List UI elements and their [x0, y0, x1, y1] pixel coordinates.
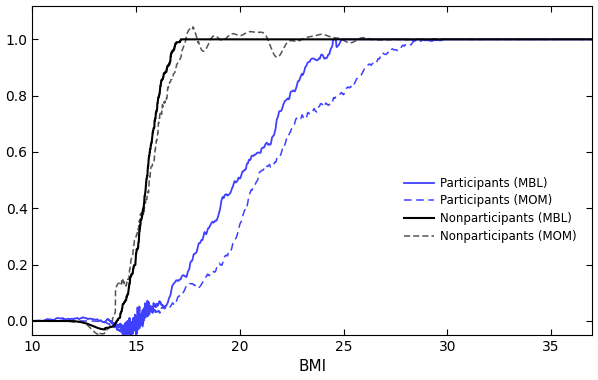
Participants (MOM)	[244, 203, 251, 207]
Participants (MBL)	[126, 316, 133, 320]
Line: Nonparticipants (MBL): Nonparticipants (MBL)	[32, 40, 593, 329]
Participants (MBL)	[244, 161, 251, 166]
Participants (MOM)	[123, 334, 130, 339]
Nonparticipants (MBL)	[589, 37, 596, 42]
Participants (MBL)	[268, 137, 275, 142]
Participants (MOM)	[578, 37, 585, 42]
Nonparticipants (MOM)	[96, 333, 103, 337]
Participants (MOM)	[93, 319, 100, 323]
Participants (MBL)	[329, 37, 337, 42]
Nonparticipants (MOM)	[93, 331, 100, 336]
Line: Nonparticipants (MOM): Nonparticipants (MOM)	[32, 27, 593, 335]
Participants (MBL)	[589, 37, 596, 42]
Nonparticipants (MOM)	[269, 48, 276, 52]
Nonparticipants (MOM)	[578, 37, 585, 42]
Nonparticipants (MOM)	[126, 268, 133, 272]
Participants (MBL)	[578, 37, 585, 42]
Nonparticipants (MBL)	[518, 37, 525, 42]
Participants (MOM)	[268, 165, 275, 169]
Nonparticipants (MOM)	[518, 37, 525, 42]
Participants (MBL)	[93, 317, 100, 322]
Nonparticipants (MOM)	[29, 319, 36, 323]
Nonparticipants (MBL)	[578, 37, 585, 42]
Participants (MOM)	[29, 319, 36, 323]
Nonparticipants (MOM)	[190, 25, 197, 29]
Nonparticipants (MBL)	[177, 37, 184, 42]
Nonparticipants (MBL)	[244, 37, 251, 42]
X-axis label: BMI: BMI	[298, 359, 327, 374]
Line: Participants (MOM): Participants (MOM)	[32, 40, 593, 337]
Participants (MBL)	[123, 334, 130, 339]
Nonparticipants (MBL)	[102, 327, 109, 332]
Nonparticipants (MBL)	[126, 280, 133, 285]
Nonparticipants (MBL)	[93, 325, 100, 330]
Nonparticipants (MOM)	[589, 37, 596, 42]
Participants (MOM)	[126, 323, 133, 328]
Participants (MBL)	[518, 37, 525, 42]
Nonparticipants (MOM)	[244, 30, 251, 35]
Participants (MOM)	[518, 37, 525, 42]
Nonparticipants (MBL)	[29, 319, 36, 323]
Nonparticipants (MBL)	[269, 37, 276, 42]
Line: Participants (MBL): Participants (MBL)	[32, 40, 593, 336]
Participants (MBL)	[29, 319, 36, 323]
Participants (MOM)	[589, 37, 596, 42]
Participants (MOM)	[419, 37, 426, 42]
Legend: Participants (MBL), Participants (MOM), Nonparticipants (MBL), Nonparticipants (: Participants (MBL), Participants (MOM), …	[399, 172, 581, 248]
